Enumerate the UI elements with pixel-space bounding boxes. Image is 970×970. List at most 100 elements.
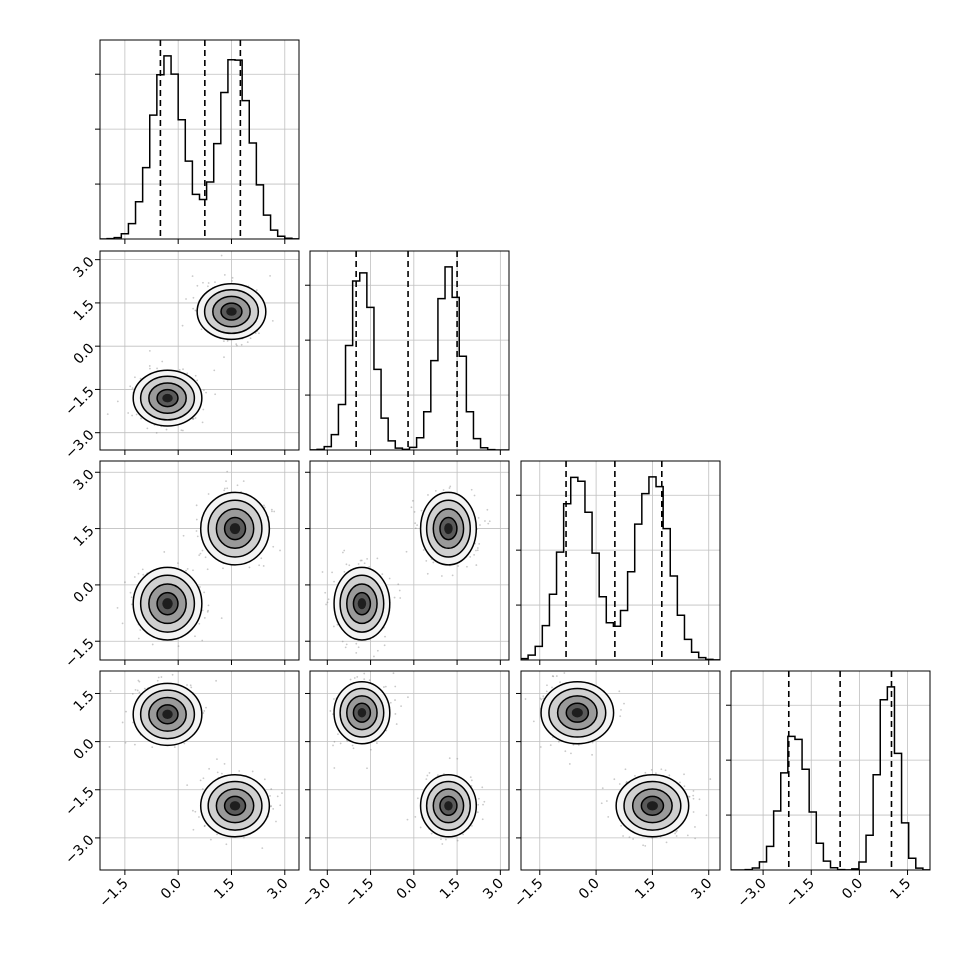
scatter-point [216,771,219,774]
scatter-point [483,800,486,803]
scatter-point [131,692,134,695]
scatter-point [203,389,205,392]
contour-line [333,566,391,641]
scatter-point [137,572,140,575]
scatter-point [373,655,375,658]
scatter-point [363,672,366,675]
scatter-point [222,340,225,343]
scatter-point [198,554,201,557]
scatter-point [271,319,274,322]
contour-line [139,689,196,740]
contour-line [148,696,187,732]
contour-line [220,302,243,321]
panel-frame [99,460,300,661]
scatter-point [618,783,621,785]
panel-content [100,40,299,239]
scatter-point [336,623,339,626]
y-tick-label: 0.0 [71,341,98,368]
scatter-point [181,324,184,327]
scatter-point [440,575,443,577]
scatter-point [394,685,397,688]
scatter-point [251,770,254,773]
scatter-point [186,684,188,686]
y-tick-label: 3.0 [71,467,98,494]
scatter-point [476,549,479,552]
scatter-point [430,832,433,835]
scatter-point [198,816,200,818]
scatter-point [555,675,558,677]
scatter-point [201,609,204,612]
scatter-point [619,715,622,718]
density-level [571,708,583,718]
contour-line [339,687,385,738]
scatter-point [406,818,409,821]
scatter-point [238,770,241,772]
scatter-point [683,785,686,788]
scatter-point [195,518,198,521]
scatter-point [448,757,451,760]
scatter-point [177,562,179,565]
scatter-point [650,768,653,771]
scatter-point [194,374,197,377]
scatter-point [203,617,206,619]
scatter-point [139,377,142,380]
contour-line [196,282,267,341]
y-tick-label: −1.5 [62,784,97,819]
scatter-point [588,663,590,665]
x-tick-label: −1.5 [96,876,131,911]
panel-frame [520,460,721,661]
histogram-panel [95,39,300,244]
scatter-point [276,795,279,798]
contour-line [207,499,263,558]
scatter-point [192,296,195,299]
contour-line [207,780,263,831]
scatter-point [542,697,545,700]
scatter-point [345,643,348,646]
scatter-point [269,805,272,808]
scatter-point [201,788,204,790]
scatter-point [607,816,610,818]
scatter-point [137,637,140,640]
scatter-point [343,549,346,552]
scatter-point [620,708,622,711]
density-level [444,523,453,535]
scatter-point [400,705,402,708]
scatter-point [623,702,625,705]
panel-frame [520,670,721,871]
contour-line [556,695,598,731]
scatter-point [220,617,223,620]
scatter-point [436,774,439,777]
x-tick-label: −1.5 [783,876,818,911]
contour-line [623,780,682,831]
panel-content [100,461,299,660]
scatter-point [192,569,194,572]
scatter-point [173,746,176,749]
scatter-point [432,561,435,564]
scatter-point [333,580,335,583]
density-level [162,709,173,720]
scatter-point [341,551,344,554]
scatter-point [236,484,239,487]
scatter-point [368,565,371,568]
panel-frame [99,670,300,871]
x-tick-label: 1.5 [437,876,464,903]
scatter-point [664,769,667,772]
scatter-point [270,508,273,511]
scatter-point [177,645,180,647]
scatter-point [240,343,243,346]
scatter-point [151,746,154,749]
x-tick-label: 0.0 [576,876,603,903]
scatter-point [524,698,527,700]
scatter-point [427,494,429,496]
scatter-point [202,281,204,284]
scatter-point [142,573,145,576]
scatter-point [206,568,209,571]
x-tick-label: 1.5 [887,876,914,903]
histogram-step [100,55,299,239]
scatter-point [542,695,545,698]
contour-line [432,508,465,550]
scatter-point [422,549,425,551]
scatter-point [395,723,398,725]
scatter-point [269,274,271,277]
panel-frame [730,670,931,871]
